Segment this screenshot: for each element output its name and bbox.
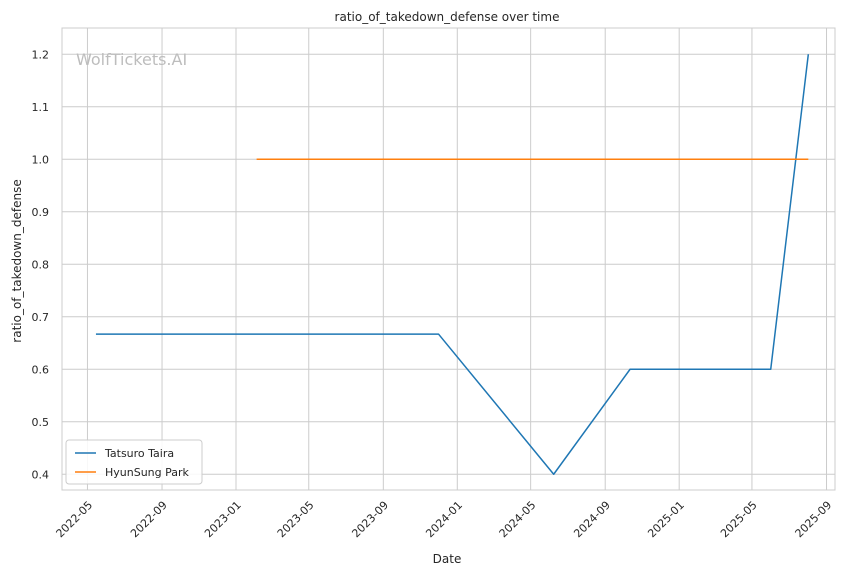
plot-frame [61, 27, 836, 491]
y-tick-label: 0.8 [32, 258, 50, 271]
y-tick-label: 0.7 [32, 311, 50, 324]
y-tick-label: 1.0 [32, 153, 50, 166]
y-axis-ticks: 0.4 0.5 0.6 0.7 0.8 0.9 1.0 1.1 1.2 [32, 48, 50, 481]
legend-label: HyunSung Park [105, 466, 190, 479]
series-layer [95, 54, 810, 475]
y-tick-label: 1.1 [32, 101, 50, 114]
chart-title: ratio_of_takedown_defense over time [335, 10, 560, 24]
legend: Tatsuro Taira HyunSung Park [65, 439, 203, 485]
y-tick-label: 1.2 [32, 48, 50, 61]
grid-lines [62, 28, 835, 490]
y-axis-label: ratio_of_takedown_defense [10, 179, 24, 342]
watermark: WolfTickets.AI [76, 50, 187, 69]
x-axis-label: Date [433, 552, 462, 566]
legend-box [65, 439, 203, 485]
y-tick-label: 0.9 [32, 206, 50, 219]
legend-label: Tatsuro Taira [104, 447, 174, 460]
y-tick-label: 0.4 [32, 468, 50, 481]
y-tick-label: 0.5 [32, 416, 50, 429]
y-tick-label: 0.6 [32, 363, 50, 376]
plot-area [62, 28, 835, 490]
series-line [95, 54, 810, 475]
